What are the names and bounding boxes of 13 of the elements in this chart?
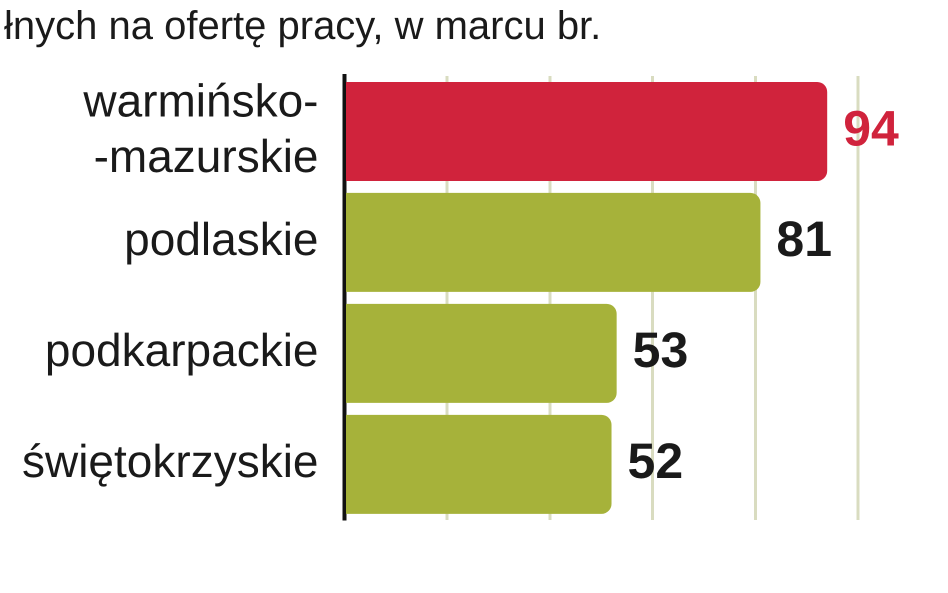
bar — [346, 192, 760, 292]
chart-title: łnych na ofertę pracy, w marcu br. — [4, 4, 602, 48]
data-label: 94 — [843, 100, 899, 156]
data-label: 52 — [628, 433, 684, 490]
data-label: 53 — [632, 322, 688, 378]
y-tick-label: podlaskie — [124, 213, 319, 266]
y-tick-label: podkarpackie — [44, 324, 319, 376]
data-label: 81 — [776, 211, 832, 268]
y-tick-label: świętokrzyskie — [22, 435, 319, 488]
bar — [346, 414, 612, 514]
bar — [346, 304, 617, 403]
bar — [346, 82, 828, 181]
y-tick-label: warmińsko- -mazurskie — [82, 74, 319, 182]
